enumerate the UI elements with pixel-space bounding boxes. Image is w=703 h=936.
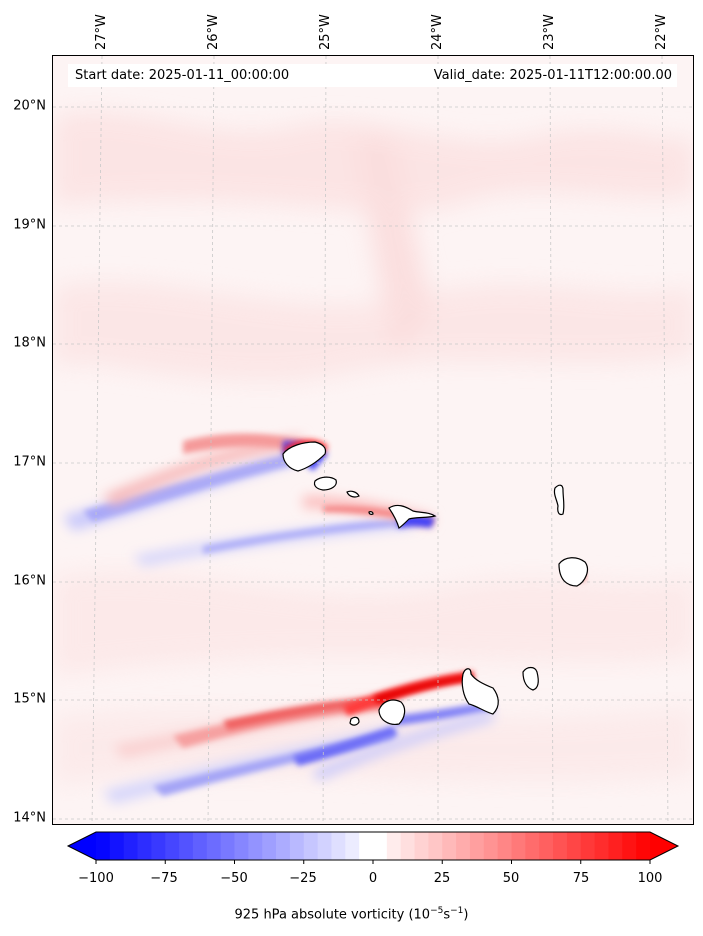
colorbar-cell [636, 832, 651, 860]
island-brava [349, 716, 360, 726]
colorbar-tick-marks [95, 860, 651, 864]
colorbar-cell [345, 832, 360, 860]
lat-label-14n: 14°N [13, 810, 46, 826]
lon-label-22w: 22°W [654, 14, 669, 50]
colorbar-cell [400, 832, 416, 860]
colorbar-cell [483, 832, 499, 860]
colorbar-tick-label: 0 [368, 871, 378, 886]
island-santiago [461, 668, 499, 715]
lat-label-15n: 15°N [13, 691, 46, 707]
colorbar-cell [525, 832, 540, 860]
colorbar-tick-label: −100 [78, 871, 114, 886]
lat-label-16n: 16°N [13, 573, 46, 589]
colorbar-cell [303, 832, 319, 860]
colorbar-cell [553, 832, 568, 860]
colorbar-tick-label: 50 [502, 871, 520, 886]
colorbar-cell [317, 832, 333, 860]
island-sal [553, 484, 565, 516]
colorbar-cell [456, 832, 471, 860]
valid-date-label: Valid_date: 2025-01-11T12:00:00.00 [433, 68, 672, 83]
lat-label-18n: 18°N [13, 335, 46, 351]
colorbar-cell [373, 832, 388, 860]
start-date-label: Start date: 2025-01-11_00:00:00 [75, 68, 290, 83]
lon-label-24w: 24°W [430, 14, 445, 50]
colorbar-tick-label: −50 [220, 871, 248, 886]
colorbar-cell [289, 832, 305, 860]
background-vorticity-field [53, 111, 693, 786]
island-santo-antao [282, 441, 327, 472]
island-fogo [378, 699, 406, 725]
colorbar-cell [206, 832, 222, 860]
colorbar-cell [262, 832, 277, 860]
island-raso [368, 511, 374, 515]
colorbar-cell [359, 832, 374, 860]
colorbar-cell [511, 832, 526, 860]
colorbar-label: 925 hPa absolute vorticity (10−5s−1) [234, 906, 469, 923]
lat-label-20n: 20°N [13, 98, 46, 114]
colorbar-cell [96, 832, 111, 860]
colorbar-cell [442, 832, 457, 860]
header-info-box: Start date: 2025-01-11_00:00:00 Valid_da… [68, 64, 677, 87]
colorbar-cell [539, 832, 554, 860]
colorbar-cell [248, 832, 263, 860]
colorbar-cell [276, 832, 291, 860]
colorbar-cell [594, 832, 610, 860]
island-santa-luzia [346, 490, 360, 498]
colorbar-tick-label: −25 [289, 871, 317, 886]
colorbar-cell [179, 832, 194, 860]
island-sao-nicolau [388, 504, 437, 529]
colorbar-cell [137, 832, 152, 860]
colorbar-extend-max [650, 832, 678, 860]
colorbar-tick-label: −75 [150, 871, 178, 886]
map-panel: Start date: 2025-01-11_00:00:00 Valid_da… [52, 55, 694, 825]
colorbar-cell [608, 832, 623, 860]
colorbar-cell [192, 832, 208, 860]
graticule [53, 56, 693, 824]
colorbar-cell [497, 832, 513, 860]
colorbar-extend-min [68, 832, 96, 860]
colorbar-cells [68, 832, 678, 860]
island-sao-vicente [313, 476, 337, 491]
colorbar-cell [428, 832, 443, 860]
colorbar-tick-label: 75 [572, 871, 590, 886]
colorbar-cell [580, 832, 596, 860]
colorbar-cell [414, 832, 429, 860]
vorticity-map [53, 56, 693, 824]
lon-label-27w: 27°W [94, 14, 109, 50]
lon-label-25w: 25°W [318, 14, 333, 50]
colorbar-cell [386, 832, 402, 860]
lat-label-17n: 17°N [13, 454, 46, 470]
colorbar-outline [66, 831, 680, 861]
colorbar-cell [165, 832, 180, 860]
lat-label-19n: 19°N [13, 217, 46, 233]
colorbar-cell [123, 832, 139, 860]
colorbar-cell [331, 832, 346, 860]
colorbar-cell [151, 832, 166, 860]
coastlines [282, 441, 589, 726]
colorbar-tick-label: 25 [433, 871, 451, 886]
colorbar-cell [109, 832, 125, 860]
colorbar-tick-label: 100 [637, 871, 663, 886]
colorbar-cell [469, 832, 485, 860]
colorbar-cell [234, 832, 249, 860]
colorbar-cell [220, 832, 236, 860]
colorbar-cell [622, 832, 637, 860]
lon-label-26w: 26°W [206, 14, 221, 50]
island-maio [522, 666, 539, 691]
colorbar-cell [566, 832, 582, 860]
island-boa-vista [558, 557, 589, 587]
lon-label-23w: 23°W [542, 14, 557, 50]
